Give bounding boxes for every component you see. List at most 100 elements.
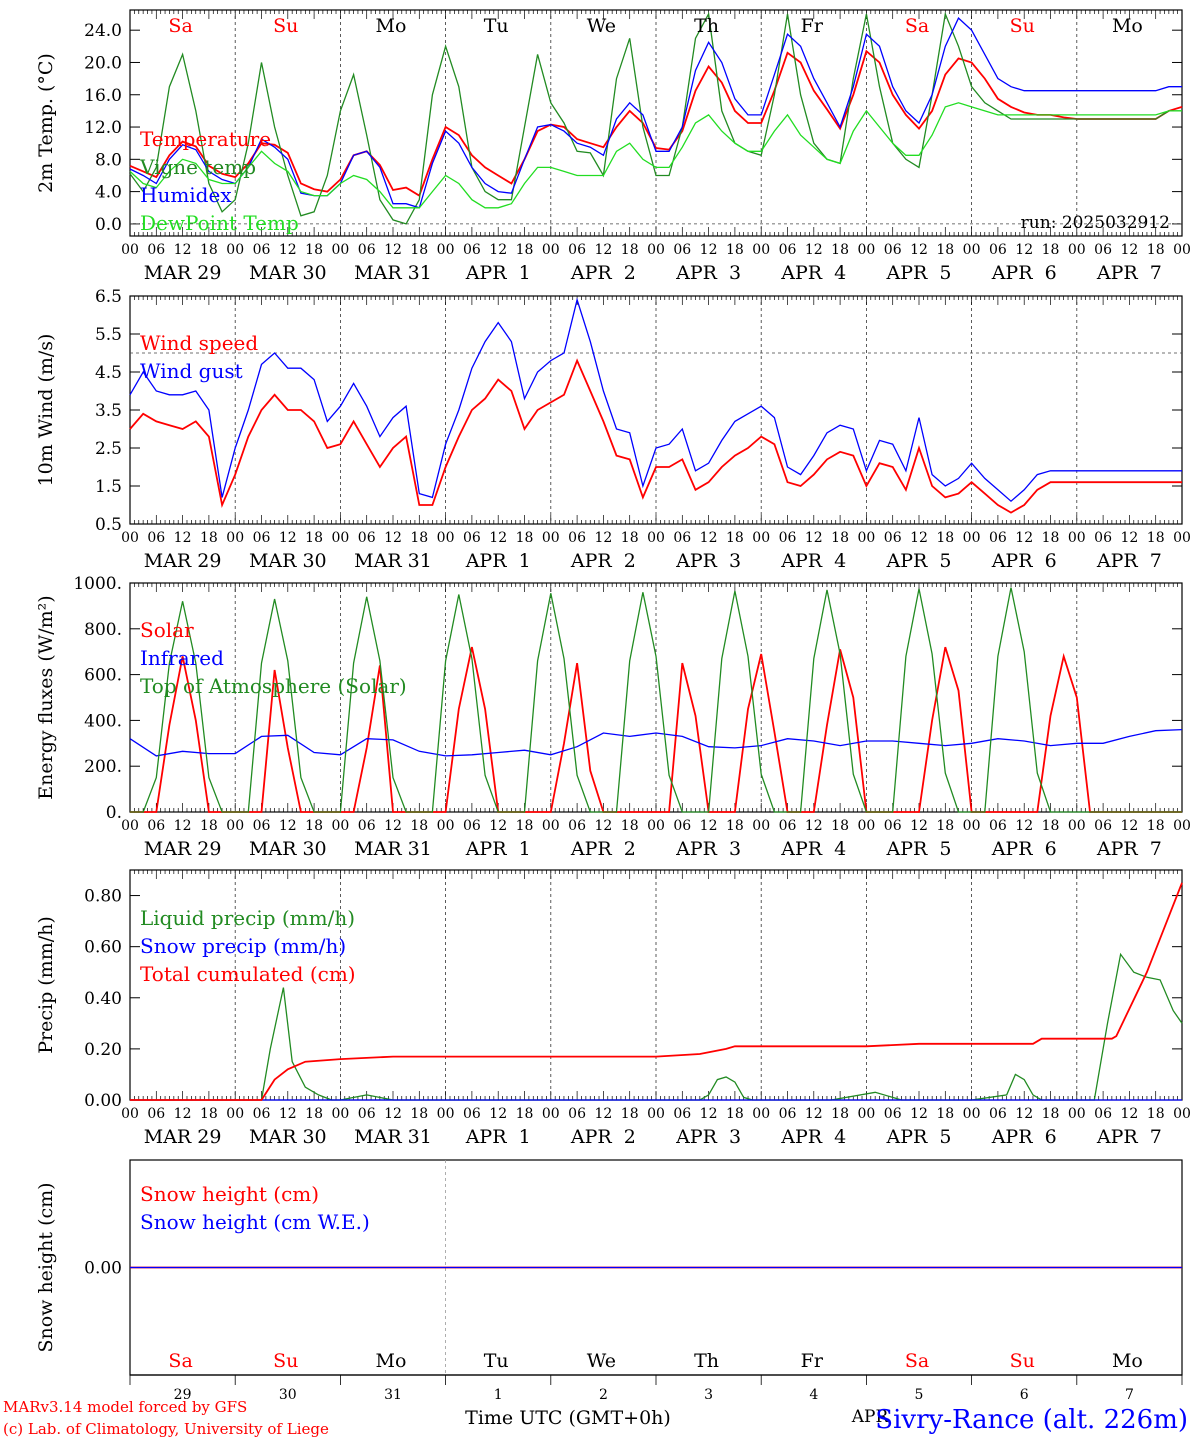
hour-tick-label: 06 [779, 530, 797, 546]
x-axis-label: Time UTC (GMT+0h) [465, 1407, 671, 1429]
hour-tick-label: 06 [989, 818, 1007, 834]
hour-tick-label: 00 [542, 530, 560, 546]
hour-tick-label: 00 [752, 818, 770, 834]
hour-tick-label: 00 [1068, 530, 1086, 546]
legend-entry: Snow precip (mm/h) [140, 934, 346, 958]
hour-tick-label: 12 [700, 242, 718, 258]
y-tick-label: 0.00 [84, 1259, 122, 1279]
y-tick-label: 12.0 [84, 118, 122, 138]
day-number-label: 2 [599, 1387, 608, 1403]
hour-tick-label: 00 [226, 242, 244, 258]
legend-entry: Infrared [140, 646, 224, 670]
hour-tick-label: 00 [331, 1106, 349, 1122]
legend-entry: Vigne temp [139, 155, 256, 179]
hour-tick-label: 18 [410, 242, 428, 258]
y-tick-label: 4.5 [95, 363, 122, 383]
date-label: APR 6 [991, 262, 1057, 284]
hour-tick-label: 06 [989, 242, 1007, 258]
hour-tick-label: 06 [779, 242, 797, 258]
day-number-label: 7 [1125, 1387, 1134, 1403]
date-label: MAR 30 [249, 1126, 327, 1148]
date-label: MAR 31 [354, 262, 432, 284]
hour-tick-label: 12 [279, 1106, 297, 1122]
day-number-label: 29 [174, 1387, 192, 1403]
y-tick-label: 400. [84, 711, 122, 731]
hour-tick-label: 18 [410, 1106, 428, 1122]
day-number-label: 6 [1020, 1387, 1029, 1403]
date-label: APR 3 [675, 550, 741, 572]
hour-tick-label: 18 [305, 818, 323, 834]
weekday-label: Mo [1112, 15, 1143, 37]
hour-tick-label: 18 [936, 1106, 954, 1122]
hour-tick-label: 06 [1094, 1106, 1112, 1122]
y-tick-label: 2.5 [95, 439, 122, 459]
hour-tick-label: 12 [1120, 818, 1138, 834]
date-label: APR 5 [886, 262, 952, 284]
y-tick-label: 16.0 [84, 86, 122, 106]
y-tick-label: 4.0 [95, 183, 122, 203]
series-line [129, 297, 1182, 503]
hour-tick-label: 06 [673, 1106, 691, 1122]
hour-tick-label: 00 [331, 242, 349, 258]
hour-tick-label: 18 [621, 818, 639, 834]
hour-tick-label: 06 [673, 818, 691, 834]
panel-1: 0.0 4.0 8.0 12.0 16.0 20.0 24.0 2m Temp. (°C) Te… [35, 9, 1191, 284]
hour-tick-label: 06 [1094, 818, 1112, 834]
hour-tick-label: 06 [147, 818, 165, 834]
hour-tick-label: 18 [305, 242, 323, 258]
hour-tick-label: 00 [857, 1106, 875, 1122]
hour-tick-label: 12 [174, 530, 192, 546]
hour-tick-label: 18 [516, 1106, 534, 1122]
series-line [129, 17, 1182, 209]
hour-tick-label: 18 [516, 242, 534, 258]
hour-tick-label: 12 [279, 242, 297, 258]
hour-tick-label: 00 [542, 1106, 560, 1122]
hour-tick-label: 18 [200, 530, 218, 546]
hour-tick-label: 00 [542, 242, 560, 258]
hour-tick-label: 18 [1042, 1106, 1060, 1122]
hour-tick-label: 18 [516, 818, 534, 834]
hour-tick-label: 12 [805, 818, 823, 834]
series-line [129, 49, 1183, 197]
weekday-label: We [587, 1350, 616, 1372]
y-tick-label: 0. [106, 803, 122, 823]
hour-tick-label: 00 [226, 1106, 244, 1122]
date-label: MAR 31 [354, 1126, 432, 1148]
weekday-label: Tu [484, 1350, 509, 1372]
legend-entry: Wind gust [140, 359, 243, 383]
date-label: APR 4 [780, 838, 846, 860]
hour-tick-label: 12 [1120, 1106, 1138, 1122]
hour-tick-label: 06 [358, 1106, 376, 1122]
legend-entry: Liquid precip (mm/h) [140, 906, 355, 930]
date-label: MAR 30 [249, 838, 327, 860]
hour-tick-label: 06 [989, 530, 1007, 546]
weekday-label: Sa [168, 15, 192, 37]
run-annotation: run: 2025032912 [1021, 213, 1170, 233]
hour-tick-label: 06 [568, 1106, 586, 1122]
hour-tick-label: 06 [147, 530, 165, 546]
hour-tick-label: 00 [1173, 530, 1191, 546]
y-tick-label: 6.5 [95, 287, 122, 307]
hour-tick-label: 12 [594, 242, 612, 258]
hour-tick-label: 00 [331, 818, 349, 834]
hour-tick-label: 06 [673, 242, 691, 258]
hour-tick-label: 06 [989, 1106, 1007, 1122]
hour-tick-label: 12 [1015, 1106, 1033, 1122]
hour-tick-label: 06 [358, 530, 376, 546]
date-label: APR 5 [886, 1126, 952, 1148]
y-tick-label: 1.5 [95, 477, 122, 497]
y-tick-label: 0.5 [95, 515, 122, 535]
weekday-label: Mo [376, 1350, 407, 1372]
hour-tick-label: 12 [489, 818, 507, 834]
date-label: APR 2 [570, 262, 636, 284]
date-label: APR 1 [465, 1126, 531, 1148]
date-label: MAR 30 [249, 550, 327, 572]
hour-tick-label: 18 [936, 818, 954, 834]
weekday-label: Su [1010, 15, 1035, 37]
hour-tick-label: 18 [1147, 818, 1165, 834]
hour-tick-label: 00 [542, 818, 560, 834]
hour-tick-label: 06 [1094, 242, 1112, 258]
hour-tick-label: 12 [384, 818, 402, 834]
legend-entry: Top of Atmosphere (Solar) [140, 674, 407, 698]
